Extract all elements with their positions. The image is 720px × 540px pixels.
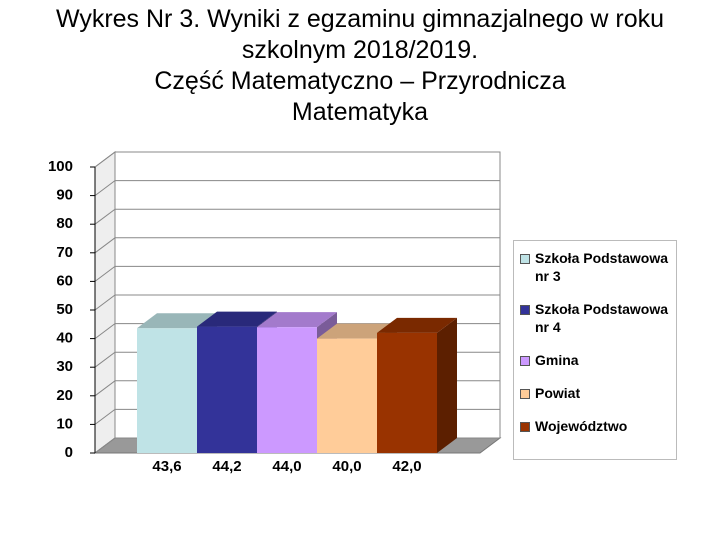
- value-label: 40,0: [332, 458, 361, 475]
- y-tick-label: 90: [56, 187, 73, 204]
- value-label: 42,0: [392, 458, 421, 475]
- legend-swatch: [520, 305, 530, 315]
- bar: [137, 328, 197, 453]
- y-tick-label: 70: [56, 244, 73, 261]
- bar-top: [257, 312, 337, 328]
- bar-top: [137, 313, 217, 329]
- y-tick-label: 40: [56, 330, 73, 347]
- bar-side: [437, 317, 457, 453]
- legend-swatch: [520, 254, 530, 264]
- bar-top: [197, 311, 277, 327]
- chart-subtitle: Matematyka: [291, 98, 429, 126]
- legend-label: Województwo: [535, 418, 628, 434]
- legend-label: Powiat: [535, 385, 581, 401]
- grid-line: [94, 151, 500, 168]
- bar: [257, 327, 317, 453]
- y-tick-label: 10: [56, 415, 73, 432]
- y-tick-label: 30: [56, 358, 73, 375]
- legend-item: Szkoła Podstawowa nr 4: [520, 300, 670, 336]
- legend-item: Powiat: [520, 384, 670, 402]
- legend-swatch: [520, 356, 530, 366]
- y-tick-label: 20: [56, 387, 73, 404]
- value-label: 44,0: [272, 458, 301, 475]
- legend-swatch: [520, 389, 530, 399]
- y-tick-label: 100: [48, 158, 73, 175]
- legend-label: Szkoła Podstawowa nr 3: [535, 250, 669, 284]
- legend-item: Gmina: [520, 351, 670, 369]
- value-label: 43,6: [152, 458, 181, 475]
- legend-label: Gmina: [535, 352, 579, 368]
- legend-item: Szkoła Podstawowa nr 3: [520, 249, 670, 285]
- y-tick-label: 50: [56, 301, 73, 318]
- bar: [197, 326, 257, 453]
- y-tick-label: 60: [56, 272, 73, 289]
- legend-item: Województwo: [520, 417, 670, 435]
- y-tick-label: 80: [56, 215, 73, 232]
- grid-line: [94, 237, 500, 254]
- legend-swatch: [520, 422, 530, 432]
- title-block: Wykres Nr 3. Wyniki z egzaminu gimnazjal…: [20, 4, 700, 128]
- grid-line: [94, 180, 500, 197]
- chart-title: Wykres Nr 3. Wyniki z egzaminu gimnazjal…: [55, 5, 665, 64]
- grid-line: [94, 208, 500, 225]
- value-label: 44,2: [212, 458, 241, 475]
- bar-top: [377, 317, 457, 333]
- legend: Szkoła Podstawowa nr 3 Szkoła Podstawowa …: [513, 240, 677, 460]
- y-tick-label: 0: [65, 444, 73, 461]
- grid-line: [94, 265, 500, 282]
- bar: [317, 338, 377, 453]
- chart-subtitle: Część Matematyczno – Przyrodnicza: [154, 67, 566, 95]
- grid-line: [94, 294, 500, 311]
- bar: [377, 332, 437, 453]
- legend-label: Szkoła Podstawowa nr 4: [535, 301, 669, 335]
